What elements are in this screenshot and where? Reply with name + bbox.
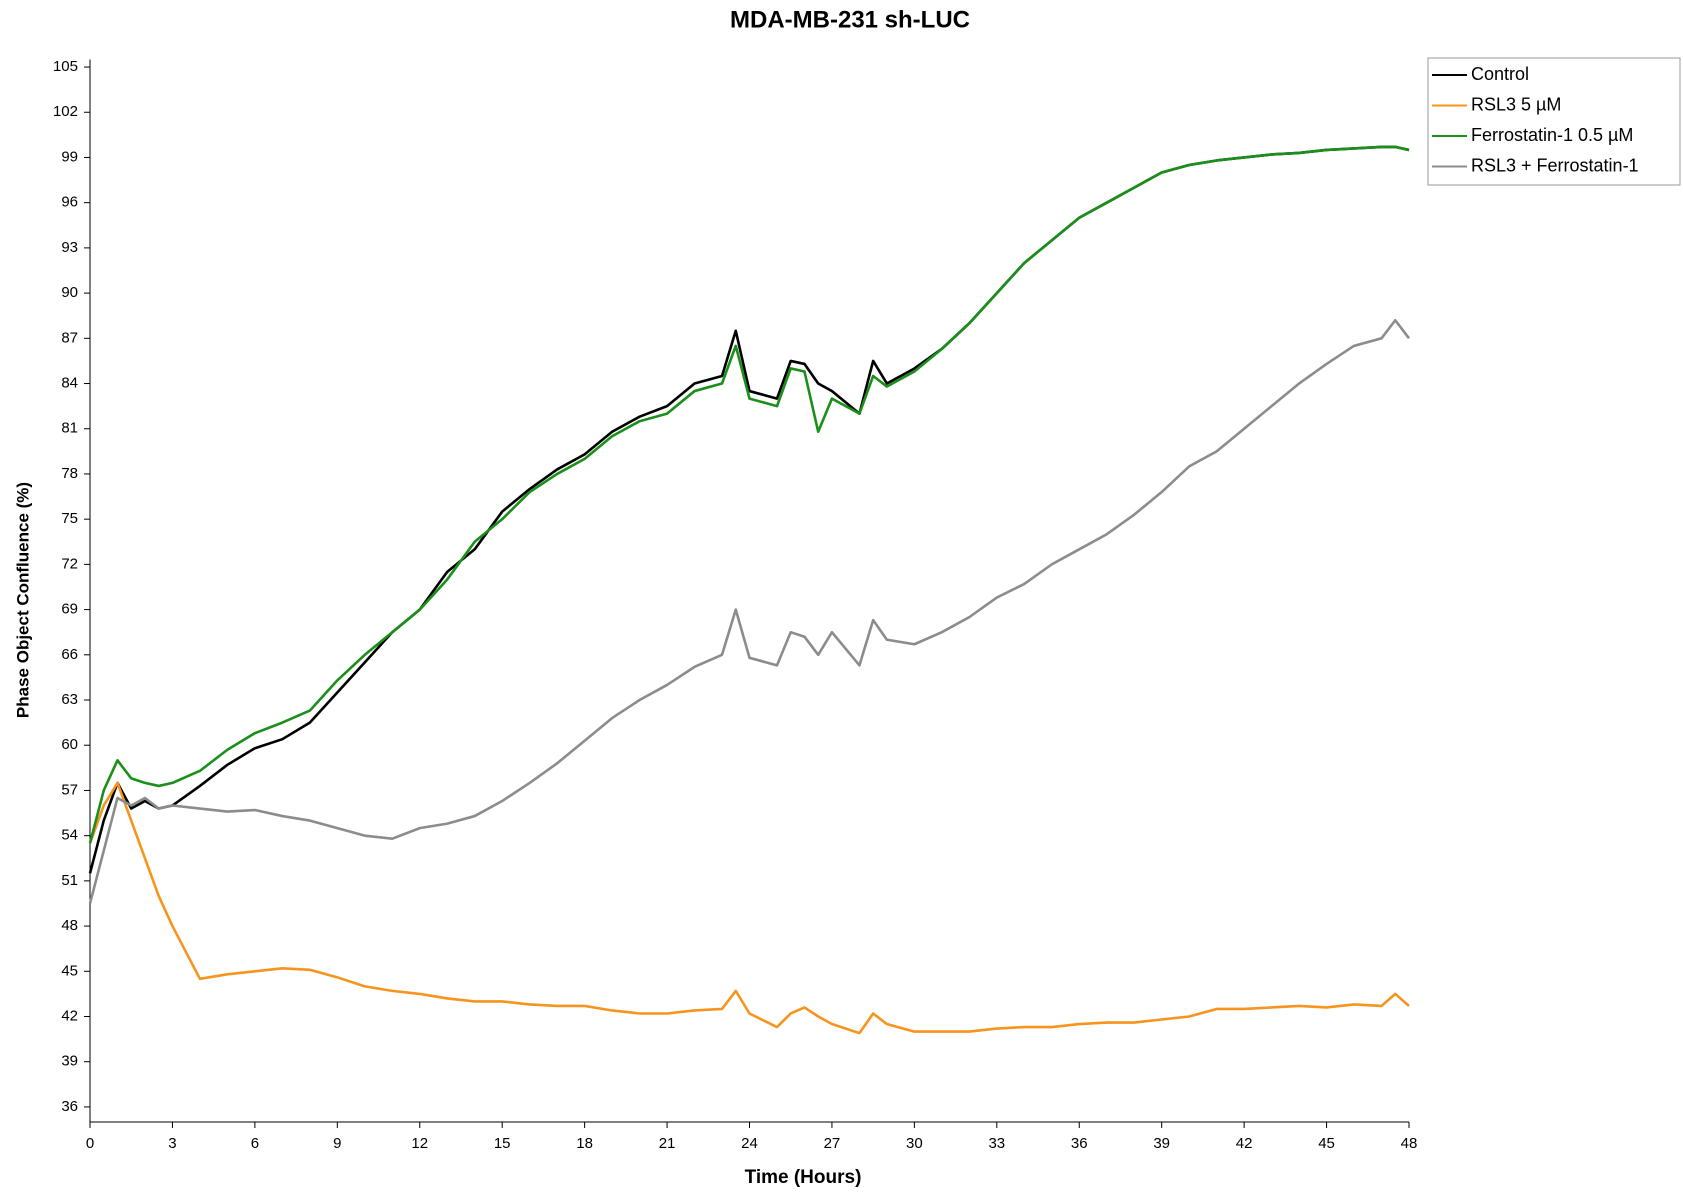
x-tick-label: 3 [168,1135,176,1152]
legend-label: Ferrostatin-1 0.5 µM [1471,125,1633,145]
y-tick-label: 60 [61,736,78,753]
y-tick-label: 63 [61,691,78,708]
y-tick-label: 96 [61,194,78,211]
y-tick-label: 78 [61,465,78,482]
x-tick-label: 24 [741,1135,758,1152]
y-tick-label: 81 [61,420,78,437]
y-tick-label: 36 [61,1098,78,1115]
y-tick-label: 75 [61,510,78,527]
x-tick-label: 9 [333,1135,341,1152]
y-tick-label: 57 [61,781,78,798]
x-tick-label: 42 [1236,1135,1253,1152]
x-tick-label: 21 [659,1135,676,1152]
legend-box [1427,57,1681,186]
x-tick-label: 12 [411,1135,428,1152]
x-tick-label: 36 [1071,1135,1088,1152]
series-line [88,145,1410,874]
y-tick-label: 69 [61,601,78,618]
series-line [88,145,1410,844]
x-tick-label: 27 [824,1135,841,1152]
x-tick-label: 45 [1318,1135,1335,1152]
x-tick-label: 48 [1401,1135,1418,1152]
x-tick-label: 6 [251,1135,259,1152]
y-tick-label: 48 [61,917,78,934]
y-tick-label: 105 [53,58,78,75]
x-tick-label: 39 [1153,1135,1170,1152]
x-tick-label: 18 [576,1135,593,1152]
y-tick-label: 45 [61,962,78,979]
y-tick-label: 72 [61,555,78,572]
legend-label: RSL3 + Ferrostatin-1 [1471,155,1639,175]
y-tick-label: 66 [61,646,78,663]
legend-label: RSL3 5 µM [1471,94,1561,114]
series-line [88,781,1410,1035]
y-tick-label: 90 [61,284,78,301]
legend-label: Control [1471,64,1529,84]
y-axis-label: Phase Object Confluence (%) [13,482,32,718]
y-tick-label: 93 [61,239,78,256]
x-tick-label: 33 [988,1135,1005,1152]
y-tick-label: 54 [61,827,78,844]
x-tick-label: 30 [906,1135,923,1152]
y-tick-label: 102 [53,103,78,120]
y-tick-label: 42 [61,1007,78,1024]
x-tick-label: 0 [86,1135,94,1152]
y-tick-label: 87 [61,329,78,346]
x-tick-label: 15 [494,1135,511,1152]
series-line [88,318,1411,904]
y-tick-label: 51 [61,872,78,889]
y-tick-label: 99 [61,148,78,165]
chart-title: MDA-MB-231 sh-LUC [730,6,970,33]
y-tick-label: 84 [61,374,78,391]
y-tick-label: 39 [61,1053,78,1070]
x-axis-label: Time (Hours) [745,1167,862,1188]
